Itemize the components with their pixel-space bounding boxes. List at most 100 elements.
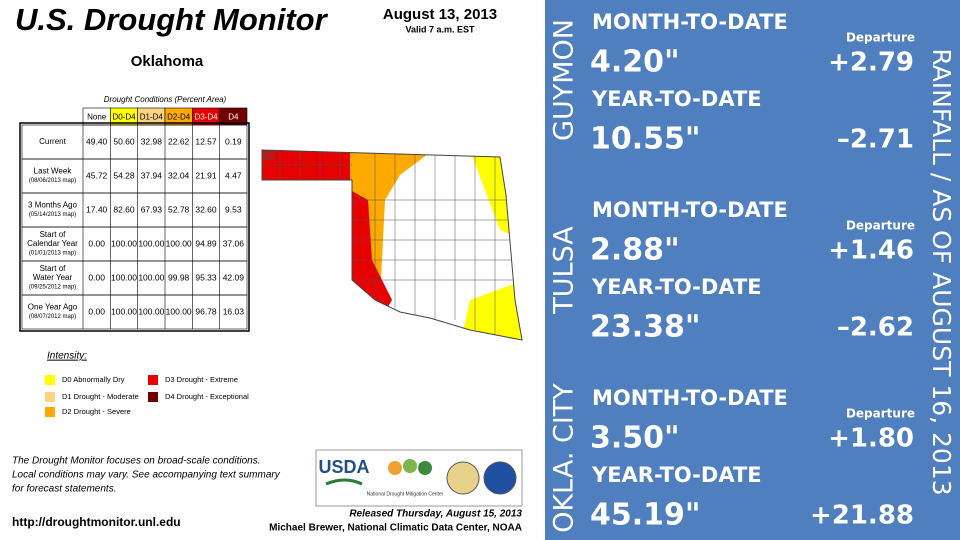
credit: Michael Brewer, National Climatic Data C… (269, 523, 522, 534)
legend-text: D3 Drought - Extreme (165, 375, 238, 384)
cell-value: 16.03 (223, 306, 245, 316)
note: for forecast statements. (12, 484, 117, 495)
ytd-label: YEAR-TO-DATE (591, 463, 762, 487)
released: Released Thursday, August 15, 2013 (349, 509, 522, 520)
cell-value: 54.28 (113, 170, 135, 180)
header-label: D4 (228, 113, 239, 122)
cell-value: 96.78 (195, 306, 217, 316)
usda-swoosh (325, 478, 363, 486)
row-label: One Year Ago (28, 303, 78, 312)
row-cell (21, 294, 248, 330)
departure-label: Departure (846, 407, 915, 421)
ytd-value: 23.38" (590, 310, 701, 345)
departure-label: Departure (846, 219, 915, 233)
header-label: D1-D4 (140, 113, 164, 122)
seal-logo (446, 461, 480, 495)
cell-value: 94.89 (195, 238, 217, 248)
row-label: Current (39, 137, 66, 146)
cell-value: 49.40 (86, 136, 108, 146)
cell-value: 100.00 (111, 306, 137, 316)
mtd-departure: +2.79 (828, 48, 914, 78)
noaa-logo (483, 461, 517, 495)
row-label: Start of (40, 230, 67, 239)
table-caption: Drought Conditions (Percent Area) (104, 95, 227, 104)
header-label: D0-D4 (112, 113, 136, 122)
rainfall-heading: RAINFALL / AS OF AUGUST 16, 2013 (927, 48, 956, 495)
ytd-label: YEAR-TO-DATE (591, 275, 762, 299)
cell-value: 100.00 (166, 306, 192, 316)
cell-value: 52.78 (168, 204, 190, 214)
ytd-departure: –2.71 (837, 125, 914, 155)
state-outline (261, 149, 523, 341)
cell-value: 0.00 (88, 272, 105, 282)
row-label: (05/14/2013 map) (29, 212, 76, 218)
cell-value: 22.62 (168, 136, 190, 146)
usda-logo: USDA (318, 457, 369, 477)
cell-value: 100.00 (138, 306, 164, 316)
legend-swatch (148, 375, 158, 385)
row-label: (09/25/2012 map) (29, 285, 76, 291)
city-name: TULSA (549, 226, 580, 315)
city-name: GUYMON (549, 19, 580, 141)
intensity-label: Intensity: (47, 351, 87, 362)
cell-value: 9.53 (225, 204, 242, 214)
legend-text: D4 Drought - Exceptional (165, 392, 249, 401)
header-label: D3-D4 (194, 113, 218, 122)
legend-swatch (45, 392, 55, 402)
valid: Valid 7 a.m. EST (405, 24, 475, 34)
cell-value: 100.00 (138, 272, 164, 282)
legend-swatch (148, 392, 158, 402)
mtd-label: MONTH-TO-DATE (592, 198, 788, 222)
url: http://droughtmonitor.unl.edu (12, 515, 181, 529)
cell-value: 21.91 (195, 170, 217, 180)
legend-swatch (45, 375, 55, 385)
note: The Drought Monitor focuses on broad-sca… (12, 456, 260, 467)
county-lines (262, 150, 516, 335)
cell-value: 82.60 (113, 204, 135, 214)
mtd-label: MONTH-TO-DATE (592, 10, 788, 34)
rainfall-panel (545, 0, 960, 540)
cell-value: 67.93 (141, 204, 163, 214)
ytd-value: 45.19" (590, 498, 701, 533)
cell-value: 32.60 (195, 204, 217, 214)
mtd-value: 3.50" (590, 421, 680, 456)
row-label: Water Year (33, 273, 73, 282)
table-border (19, 122, 250, 332)
state: Oklahoma (131, 53, 204, 70)
note: Local conditions may vary. See accompany… (12, 470, 281, 481)
header-label: D2-D4 (167, 113, 191, 122)
cell-value: 0.19 (225, 136, 242, 146)
cell-value: 17.40 (86, 204, 108, 214)
row-label: 3 Months Ago (28, 201, 77, 210)
title: U.S. Drought Monitor (15, 2, 329, 37)
cell-value: 0.00 (88, 306, 105, 316)
cell-value: 100.00 (111, 272, 137, 282)
header-label: None (87, 113, 107, 122)
cell-value: 100.00 (138, 238, 164, 248)
cell-value: 0.00 (88, 238, 105, 248)
ytd-departure: –2.62 (837, 313, 914, 343)
ndmc-logo: National Drought Mitigation Center (367, 491, 444, 497)
cell-value: 50.60 (113, 136, 135, 146)
departure-label: Departure (846, 31, 915, 45)
legend-text: D0 Abnormally Dry (62, 375, 125, 384)
cell-value: 100.00 (111, 238, 137, 248)
cell-value: 12.57 (195, 136, 217, 146)
row-label: (08/07/2012 map) (29, 314, 76, 320)
ndmc-trees (388, 459, 432, 475)
mtd-departure: +1.80 (828, 424, 914, 454)
ytd-departure: +21.88 (810, 501, 914, 531)
cell-value: 95.33 (195, 272, 217, 282)
cell-value: 32.04 (168, 170, 190, 180)
cell-value: 32.98 (141, 136, 163, 146)
row-label: Calendar Year (27, 239, 78, 248)
cell-value: 37.94 (141, 170, 163, 180)
mtd-value: 2.88" (590, 233, 680, 268)
cell-value: 45.72 (86, 170, 108, 180)
legend-swatch (45, 407, 55, 417)
row-label: Start of (40, 264, 67, 273)
row-label: (08/06/2013 map) (29, 178, 76, 184)
legend-text: D1 Drought - Moderate (62, 392, 139, 401)
